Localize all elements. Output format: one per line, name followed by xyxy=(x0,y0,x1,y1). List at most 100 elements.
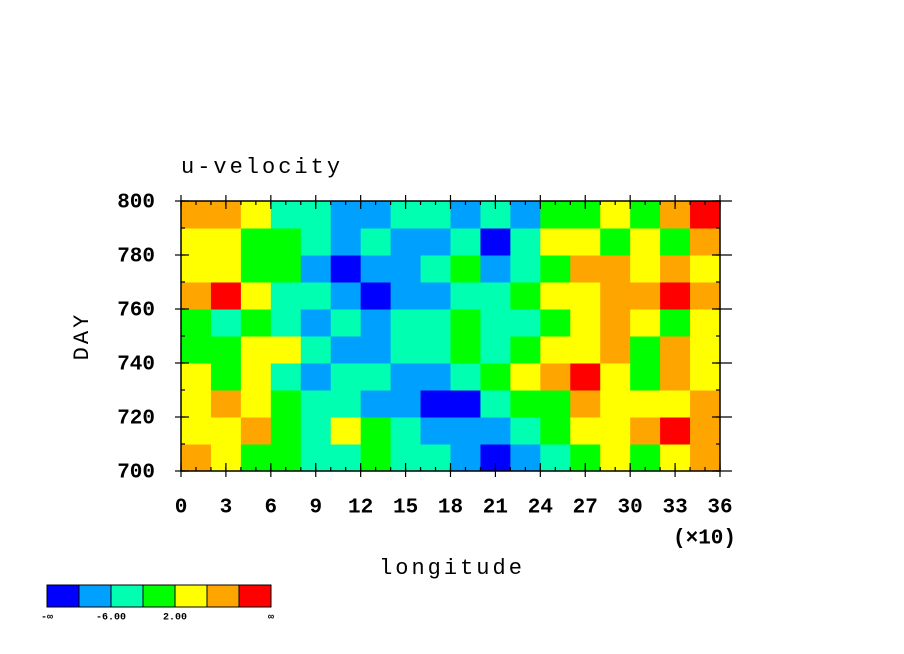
cell xyxy=(600,309,631,337)
cell xyxy=(360,201,392,229)
colorbar-box xyxy=(174,584,208,608)
cell xyxy=(690,255,721,283)
cell xyxy=(600,390,631,418)
cell xyxy=(660,390,691,418)
cell xyxy=(630,201,661,229)
cell xyxy=(450,201,481,229)
cell xyxy=(360,228,392,256)
x-tick-label: 30 xyxy=(618,497,643,520)
cell xyxy=(510,282,541,310)
y-axis-label: DAY xyxy=(70,312,95,361)
cell xyxy=(510,363,541,391)
cell xyxy=(600,444,631,472)
cell xyxy=(570,309,601,337)
cell xyxy=(270,336,302,364)
cell xyxy=(181,228,212,256)
cell xyxy=(480,363,511,391)
x-tick-label: 0 xyxy=(175,497,188,520)
cell xyxy=(181,390,212,418)
cell xyxy=(540,282,571,310)
cell xyxy=(570,228,601,256)
cell xyxy=(510,309,541,337)
cell xyxy=(510,255,541,283)
cell xyxy=(330,309,362,337)
cell xyxy=(240,282,272,310)
cell xyxy=(690,363,721,391)
cell xyxy=(240,444,272,472)
cell xyxy=(630,228,661,256)
cell xyxy=(270,417,302,445)
cell xyxy=(420,282,451,310)
x-multiplier: (×10) xyxy=(673,528,736,551)
cell xyxy=(420,363,451,391)
cell xyxy=(660,255,691,283)
y-tick-label: 720 xyxy=(117,408,155,431)
x-tick-label: 27 xyxy=(573,497,598,520)
cell xyxy=(600,417,631,445)
cell xyxy=(360,417,392,445)
cell xyxy=(270,201,302,229)
x-tick-label: 9 xyxy=(309,497,322,520)
cell xyxy=(540,336,571,364)
cell xyxy=(660,363,691,391)
cell xyxy=(690,417,721,445)
cell xyxy=(630,417,661,445)
cell xyxy=(420,309,451,337)
cell xyxy=(570,363,601,391)
cell xyxy=(181,336,212,364)
cell xyxy=(630,336,661,364)
cell xyxy=(390,417,422,445)
x-tick-label: 18 xyxy=(438,497,463,520)
cell xyxy=(300,363,332,391)
cell xyxy=(270,390,302,418)
cell xyxy=(390,282,422,310)
cell xyxy=(420,228,451,256)
x-tick-label: 3 xyxy=(220,497,233,520)
colorbar-label: 2.00 xyxy=(163,613,187,624)
cell xyxy=(390,336,422,364)
cell xyxy=(360,363,392,391)
cell xyxy=(330,201,362,229)
cell xyxy=(360,336,392,364)
cell xyxy=(330,417,362,445)
cell xyxy=(690,390,721,418)
cell xyxy=(600,228,631,256)
cell xyxy=(450,336,481,364)
cell xyxy=(480,417,511,445)
cell xyxy=(570,255,601,283)
cell xyxy=(420,201,451,229)
cell xyxy=(450,309,481,337)
cell xyxy=(510,390,541,418)
y-tick-label: 780 xyxy=(117,246,155,269)
cell xyxy=(660,417,691,445)
cell xyxy=(240,363,272,391)
cell xyxy=(240,228,272,256)
cell xyxy=(390,363,422,391)
cell xyxy=(600,282,631,310)
cell xyxy=(330,336,362,364)
x-tick-label: 15 xyxy=(393,497,418,520)
chart-title: u-velocity xyxy=(181,155,343,180)
cell xyxy=(660,336,691,364)
cell xyxy=(300,255,332,283)
cell xyxy=(540,417,571,445)
colorbar-box xyxy=(206,584,240,608)
x-tick-label: 12 xyxy=(348,497,373,520)
cell xyxy=(540,228,571,256)
cell xyxy=(540,309,571,337)
y-tick-label: 760 xyxy=(117,300,155,323)
cell xyxy=(480,336,511,364)
cell xyxy=(510,201,541,229)
cell xyxy=(360,282,392,310)
cell xyxy=(390,228,422,256)
colorbar-label: ∞ xyxy=(268,613,274,624)
cell xyxy=(600,255,631,283)
cell xyxy=(360,255,392,283)
cell xyxy=(210,336,242,364)
cell xyxy=(210,417,242,445)
cell xyxy=(660,309,691,337)
cell xyxy=(210,390,242,418)
cell xyxy=(510,228,541,256)
cell xyxy=(690,228,721,256)
